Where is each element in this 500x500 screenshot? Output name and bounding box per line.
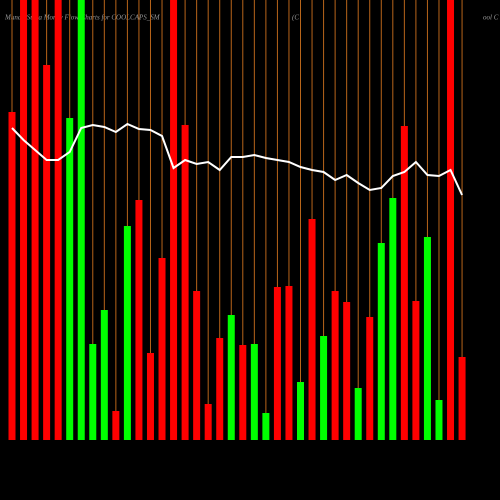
bar	[400, 126, 408, 440]
bar	[262, 413, 270, 440]
bar	[320, 336, 328, 440]
bar	[377, 243, 385, 440]
bar	[31, 0, 39, 440]
bar	[77, 0, 85, 440]
bar	[389, 198, 397, 440]
bar	[123, 226, 131, 440]
bar	[112, 411, 120, 440]
bar	[66, 118, 74, 440]
bar	[8, 112, 16, 440]
bar	[273, 287, 281, 440]
bar	[239, 345, 247, 440]
bar	[181, 125, 189, 440]
bar	[146, 353, 154, 440]
bar	[20, 0, 28, 440]
bar	[343, 302, 351, 440]
bar	[227, 315, 235, 440]
bar	[193, 291, 201, 440]
bar	[366, 317, 374, 440]
bar	[135, 200, 143, 440]
bar	[89, 344, 97, 440]
bar	[354, 388, 362, 440]
bar	[216, 338, 224, 440]
bar	[447, 0, 455, 440]
bar	[100, 310, 108, 440]
bar	[158, 258, 166, 440]
title-fragment: ool C	[483, 14, 499, 22]
bar	[43, 65, 51, 440]
bar	[331, 291, 339, 440]
bar	[297, 382, 304, 440]
bar	[170, 0, 178, 440]
bar	[412, 301, 420, 440]
title-fragment: (C	[292, 14, 299, 22]
money-flow-line	[11, 122, 463, 196]
bar	[204, 404, 212, 440]
bar	[435, 400, 443, 440]
bar	[54, 0, 62, 440]
bar	[250, 344, 258, 440]
bar	[285, 286, 293, 440]
bar	[308, 219, 316, 440]
bar	[423, 237, 431, 440]
bar	[458, 357, 466, 440]
